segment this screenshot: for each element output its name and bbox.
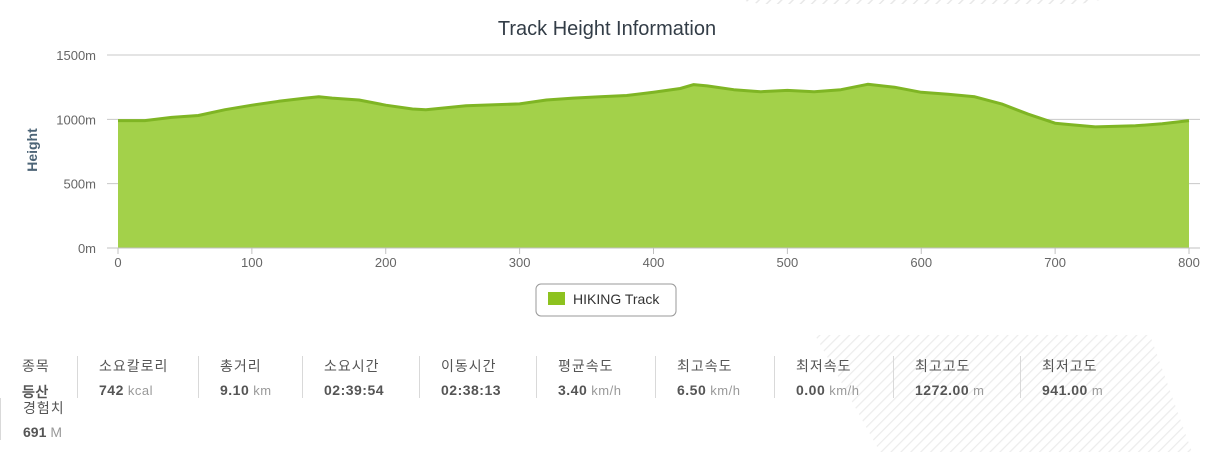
stat-value: 691 M (23, 424, 63, 440)
stat-label: 총거리 (220, 358, 262, 374)
chart-title: Track Height Information (498, 18, 716, 40)
stat-separator (536, 356, 537, 398)
stat-item: 최고고도 1272.00 m (893, 356, 984, 398)
stat-item: 총거리 9.10 km (198, 356, 272, 398)
x-tick-label: 200 (375, 255, 397, 270)
stat-label: 경험치 (23, 400, 65, 416)
chart-axes: 0m 500m 1000m 1500m 0 100 200 300 400 500 600 700 80… (56, 48, 1200, 270)
stat-item: 이동시간 02:38:13 (419, 356, 501, 398)
stat-item: 소요칼로리 742 kcal (77, 356, 168, 398)
y-tick-label: 1500m (56, 48, 96, 63)
stat-label: 이동시간 (441, 358, 497, 374)
stat-separator (655, 356, 656, 398)
legend-swatch (548, 292, 565, 305)
stat-separator (77, 356, 78, 398)
stat-experience: 경험치 691 M (0, 398, 65, 440)
legend-label[interactable]: HIKING Track (573, 291, 660, 307)
series-area (118, 84, 1189, 248)
stat-separator (1020, 356, 1021, 398)
stat-value: 941.00 m (1042, 382, 1104, 398)
stat-value: 등산 (22, 384, 49, 400)
stat-separator (198, 356, 199, 398)
stat-value: 0.00 km/h (796, 382, 860, 398)
x-tick-label: 700 (1044, 255, 1066, 270)
stat-separator (774, 356, 775, 398)
x-tick-label: 500 (777, 255, 799, 270)
legend-box[interactable] (535, 283, 677, 317)
stat-separator (419, 356, 420, 398)
stat-label: 최저고도 (1042, 358, 1098, 374)
x-tick-label: 600 (910, 255, 932, 270)
stat-label: 최고고도 (915, 358, 971, 374)
hatch-decoration-top (740, 0, 1100, 4)
series-line (118, 82, 1190, 129)
stat-value: 1272.00 m (915, 382, 985, 398)
stat-item: 최저고도 941.00 m (1020, 356, 1103, 398)
height-chart: Track Height Information 0m 500m 1000m 1500… (24, 0, 1200, 317)
stat-label: 종목 (22, 358, 50, 374)
stat-separator (893, 356, 894, 398)
stat-value: 3.40 km/h (558, 382, 622, 398)
stat-label: 평균속도 (558, 358, 614, 374)
stat-separator (302, 356, 303, 398)
hatch-decoration (815, 335, 1192, 452)
stat-label: 최고속도 (677, 358, 733, 374)
x-tick-label: 300 (509, 255, 531, 270)
stat-value: 02:38:13 (441, 382, 502, 398)
y-tick-label: 1000m (56, 112, 96, 127)
stat-item: 소요시간 02:39:54 (302, 356, 384, 398)
x-tick-label: 0 (114, 255, 121, 270)
y-tick-label: 0m (78, 241, 96, 256)
stat-label: 최저속도 (796, 358, 852, 374)
x-tick-label: 100 (241, 255, 263, 270)
stat-label: 소요칼로리 (99, 358, 169, 374)
stat-value: 9.10 km (220, 382, 272, 398)
stat-value: 02:39:54 (324, 382, 385, 398)
stat-value: 742 kcal (99, 382, 153, 398)
stat-item: 평균속도 3.40 km/h (536, 356, 621, 398)
x-tick-label: 800 (1178, 255, 1200, 270)
y-tick-label: 500m (63, 177, 96, 192)
legend[interactable]: HIKING Track (535, 283, 677, 317)
y-axis-label: Height (24, 128, 40, 172)
stat-label: 소요시간 (324, 358, 380, 374)
x-tick-label: 400 (643, 255, 665, 270)
chart-area (117, 82, 1190, 248)
stat-item: 최고속도 6.50 km/h (655, 356, 740, 398)
stat-value: 6.50 km/h (677, 382, 741, 398)
stat-item: 최저속도 0.00 km/h (774, 356, 859, 398)
